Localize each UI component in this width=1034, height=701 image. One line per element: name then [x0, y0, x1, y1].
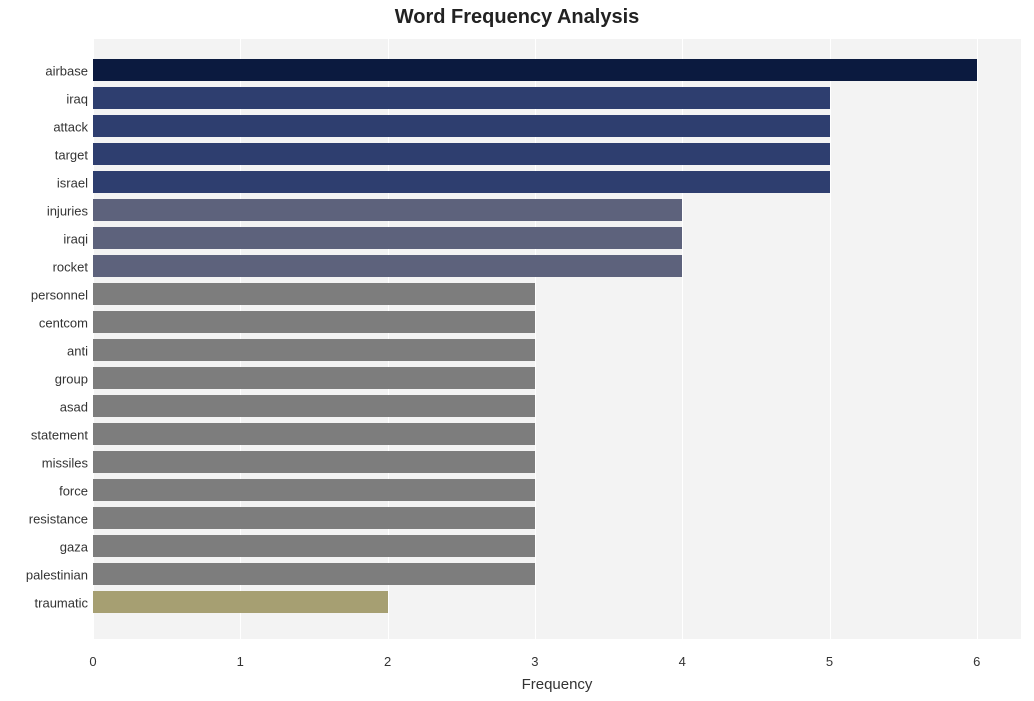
bar-row — [93, 367, 1021, 389]
y-axis-label: asad — [60, 400, 88, 415]
bar — [93, 171, 830, 193]
bar — [93, 563, 535, 585]
bar-row — [93, 451, 1021, 473]
bar — [93, 339, 535, 361]
bar-row — [93, 227, 1021, 249]
bar — [93, 115, 830, 137]
bar — [93, 311, 535, 333]
bar — [93, 591, 388, 613]
y-axis-label: missiles — [42, 456, 88, 471]
bar-row — [93, 87, 1021, 109]
x-tick: 4 — [679, 654, 686, 669]
y-axis-label: resistance — [29, 512, 88, 527]
x-tick: 5 — [826, 654, 833, 669]
y-axis-label: personnel — [31, 288, 88, 303]
bar — [93, 479, 535, 501]
bar — [93, 535, 535, 557]
y-axis-label: israel — [57, 176, 88, 191]
y-axis-label: gaza — [60, 540, 88, 555]
y-axis-label: iraqi — [63, 232, 88, 247]
bar — [93, 87, 830, 109]
y-axis-label: traumatic — [35, 596, 88, 611]
y-axis-label: anti — [67, 344, 88, 359]
bar-row — [93, 563, 1021, 585]
bar — [93, 143, 830, 165]
bar — [93, 227, 682, 249]
bar — [93, 367, 535, 389]
x-tick: 2 — [384, 654, 391, 669]
word-frequency-chart: Word Frequency Analysis 0123456 Frequenc… — [0, 6, 1034, 639]
bar-row — [93, 115, 1021, 137]
y-axis-label: injuries — [47, 204, 88, 219]
y-axis-label: attack — [53, 120, 88, 135]
bar — [93, 507, 535, 529]
x-tick: 1 — [237, 654, 244, 669]
x-tick: 3 — [531, 654, 538, 669]
bar-row — [93, 591, 1021, 613]
x-tick: 6 — [973, 654, 980, 669]
x-tick: 0 — [89, 654, 96, 669]
bar-row — [93, 171, 1021, 193]
bar — [93, 423, 535, 445]
y-axis-label: group — [55, 372, 88, 387]
y-axis-label: statement — [31, 428, 88, 443]
plot-area — [93, 39, 1021, 639]
bar-row — [93, 423, 1021, 445]
y-axis-label: iraq — [66, 92, 88, 107]
chart-title: Word Frequency Analysis — [0, 6, 1034, 29]
y-axis-label: airbase — [45, 64, 88, 79]
bar — [93, 255, 682, 277]
bar — [93, 199, 682, 221]
x-axis-label: Frequency — [93, 676, 1021, 693]
bar-row — [93, 59, 1021, 81]
bar-row — [93, 255, 1021, 277]
bar — [93, 451, 535, 473]
bar — [93, 59, 977, 81]
bar-row — [93, 143, 1021, 165]
bar-row — [93, 199, 1021, 221]
y-axis-label: force — [59, 484, 88, 499]
bar-row — [93, 395, 1021, 417]
bar-row — [93, 535, 1021, 557]
y-axis-label: centcom — [39, 316, 88, 331]
bar-row — [93, 339, 1021, 361]
y-axis-label: palestinian — [26, 568, 88, 583]
bar-row — [93, 311, 1021, 333]
bar-row — [93, 283, 1021, 305]
y-axis-label: target — [55, 148, 88, 163]
bar-row — [93, 479, 1021, 501]
y-axis-label: rocket — [53, 260, 88, 275]
x-axis: 0123456 — [93, 654, 1021, 674]
bar — [93, 283, 535, 305]
bar-row — [93, 507, 1021, 529]
bar — [93, 395, 535, 417]
